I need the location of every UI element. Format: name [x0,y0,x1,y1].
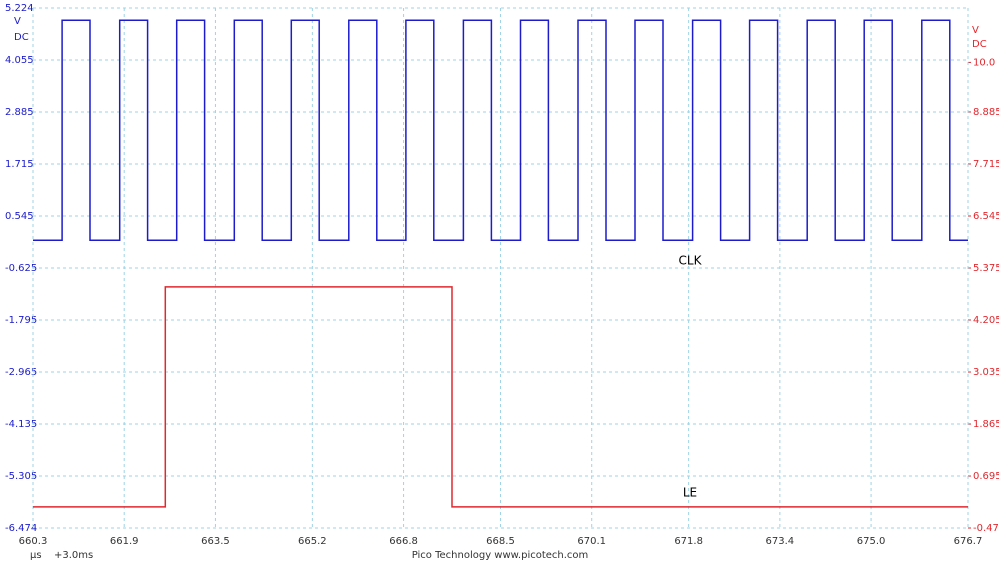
y-tick-label: -6.474 [5,523,37,534]
series-label: CLK [679,254,703,268]
y-unit: V [14,16,21,27]
y-tick-label: 2.885 [5,107,34,118]
x-tick-label: 666.8 [389,536,418,547]
y2-tick-label: 8.885 [973,107,999,118]
y-tick-label: -0.625 [5,263,37,274]
y2-unit: DC [972,39,987,50]
y2-tick-label: 7.715 [973,159,999,170]
footer: Pico Technology www.picotech.com [412,550,589,561]
y2-tick-label: 0.695 [973,471,999,482]
x-tick-label: 676.7 [954,536,983,547]
series-label: LE [683,486,697,500]
x-offset: +3.0ms [54,550,93,561]
y-tick-label: -5.305 [5,471,37,482]
x-tick-label: 661.9 [110,536,139,547]
y2-tick-label: 3.035 [973,367,999,378]
x-tick-label: 671.8 [674,536,703,547]
y-unit: DC [14,32,29,43]
x-tick-label: 668.5 [486,536,515,547]
y-tick-label: 5.224 [5,3,34,14]
y2-tick-label: 1.865 [973,419,999,430]
y-tick-label: -1.795 [5,315,37,326]
x-tick-label: 673.4 [766,536,795,547]
y2-tick-label: 5.375 [973,263,999,274]
x-tick-label: 665.2 [298,536,327,547]
signal-line [33,19,968,241]
x-tick-label: 670.1 [577,536,606,547]
y2-unit: V [972,25,979,36]
y-tick-label: -2.965 [5,367,37,378]
x-unit: μs [30,550,42,561]
y2-tick-label: -0.474 [973,523,999,534]
y2-tick-label: 10.0 [973,57,995,68]
y-tick-label: 4.055 [5,55,34,66]
y-tick-label: 0.545 [5,211,34,222]
y-tick-label: 1.715 [5,159,34,170]
x-tick-label: 675.0 [857,536,886,547]
y-tick-label: -4.135 [5,419,37,430]
x-tick-label: 660.3 [19,536,48,547]
signal-line [33,286,968,508]
y2-tick-label: 6.545 [973,211,999,222]
x-tick-label: 663.5 [201,536,230,547]
y2-tick-label: 4.205 [973,315,999,326]
